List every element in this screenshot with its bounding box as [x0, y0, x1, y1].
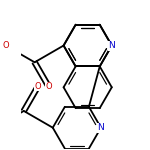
Text: O: O: [2, 41, 9, 50]
Text: O: O: [45, 82, 52, 91]
Text: O: O: [35, 82, 41, 91]
Text: N: N: [98, 123, 104, 132]
Text: N: N: [108, 41, 115, 50]
